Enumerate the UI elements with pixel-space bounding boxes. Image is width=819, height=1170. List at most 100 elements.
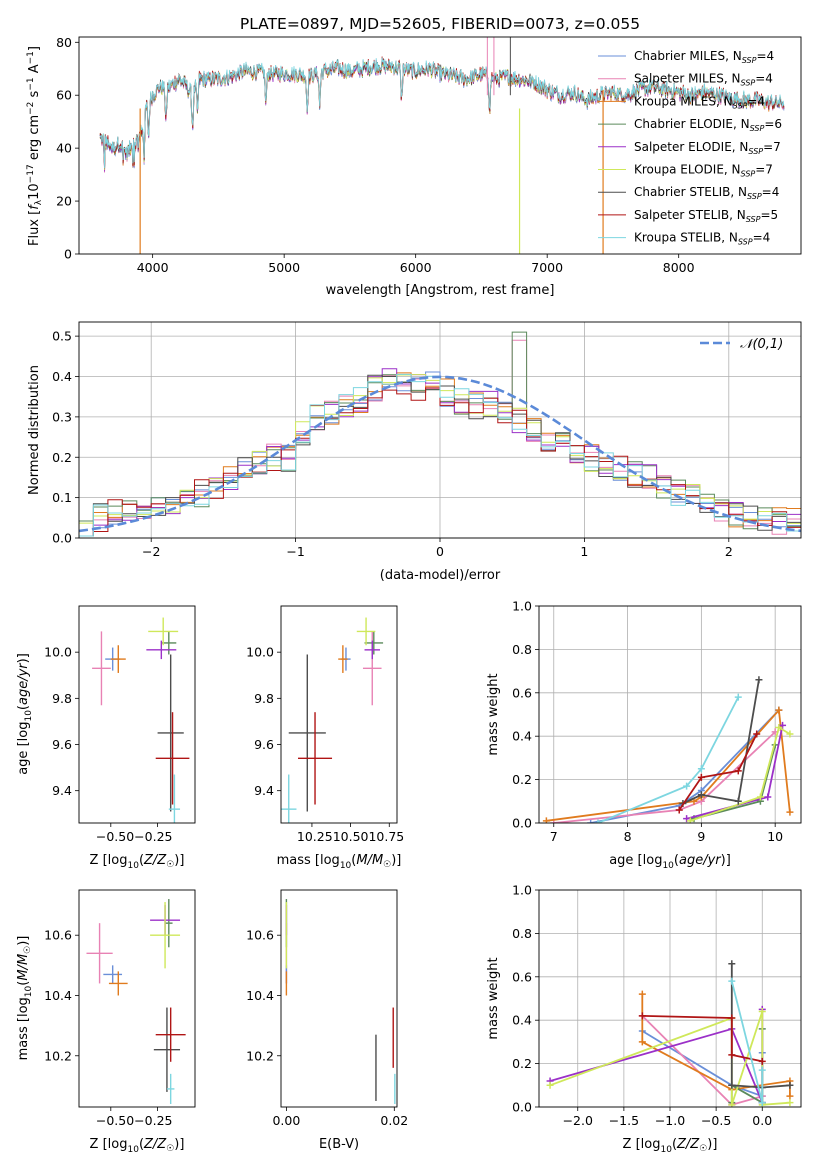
x-axis-label: age [log10(age/yr)]	[609, 853, 731, 871]
weight-marker	[786, 730, 794, 738]
y-tick-label: 9.6	[52, 737, 72, 752]
residual_hist-axes: −2 −1 0 1 2 0.0 0.1 0.2 0.3 0.4 0.5	[52, 322, 801, 559]
label-part: =4	[747, 94, 765, 108]
mass_vs_ebv-points	[285, 899, 396, 1104]
y-tick-label: 9.4	[254, 783, 274, 798]
mass_vs_Z-points	[86, 899, 186, 1104]
x-tick-label: −2.0	[563, 1113, 593, 1128]
label-part: )]	[391, 853, 401, 868]
label-part: λ	[34, 199, 44, 205]
label-part: age/yr	[16, 662, 31, 705]
weight-marker	[728, 977, 736, 985]
y-tick-label: 60	[56, 88, 72, 103]
weight-marker	[638, 990, 646, 998]
weight-series-chabrier-stelib	[682, 679, 760, 805]
weight-marker	[683, 815, 691, 823]
y-axis-label: mass weight	[486, 673, 501, 755]
weight-marker	[675, 806, 683, 814]
weight-marker	[786, 1092, 794, 1100]
label-part: SSP	[741, 170, 756, 179]
label-part: SSP	[747, 192, 762, 201]
weight-marker	[786, 808, 794, 816]
weight-marker	[755, 676, 763, 684]
legend-label: 𝒩(0,1)	[740, 337, 783, 352]
legend-label: Chabrier MILES, NSSP=4	[634, 49, 774, 65]
x-tick-label: 9	[697, 829, 705, 844]
y-tick-label: 0.8	[512, 642, 532, 657]
x-tick-label: 0.0	[752, 1113, 772, 1128]
weight-marker	[638, 1038, 646, 1046]
y-tick-label: 0.0	[512, 1100, 532, 1115]
label-part: SSP	[742, 56, 757, 65]
label-part: =7	[763, 140, 781, 154]
y-tick-label: 0.2	[512, 772, 532, 787]
spectrum-frame	[78, 36, 802, 255]
label-part: Z/Z	[143, 853, 167, 868]
weight_vs_Z-frame	[538, 889, 802, 1108]
legend-label: Salpeter MILES, NSSP=4	[634, 72, 773, 88]
label-part: (	[16, 981, 31, 986]
weight-marker	[756, 793, 764, 801]
weight-marker	[734, 767, 742, 775]
weight-marker	[786, 1081, 794, 1089]
y-tick-label: 10.0	[246, 645, 274, 660]
y-tick-label: 9.8	[254, 691, 274, 706]
age_vs_mass-points	[281, 617, 384, 823]
x-tick-label: 5000	[268, 260, 300, 275]
label-part: Kroupa STELIB, N	[634, 231, 738, 245]
label-part: (	[16, 705, 31, 710]
weight-marker	[758, 1008, 766, 1016]
label-part: −17	[26, 164, 36, 183]
weight-marker	[638, 1012, 646, 1020]
weight-marker	[734, 693, 742, 701]
weight-marker	[758, 1057, 766, 1065]
x-tick-label: 8	[624, 829, 632, 844]
label-part: SSP	[738, 238, 753, 247]
x-tick-label: 0.00	[272, 1113, 300, 1128]
x-axis-label: Z [log10(Z/Z☉)]	[90, 1137, 185, 1155]
weight-series-salpeter-stelib	[678, 733, 758, 811]
label-part: Z [log	[90, 853, 128, 868]
mass_vs_Z-frame	[78, 889, 196, 1108]
x-axis-label: wavelength [Angstrom, rest frame]	[326, 283, 555, 298]
label-part: SSP	[748, 147, 763, 156]
weight_vs_age-frame	[538, 605, 802, 824]
label-part: −2	[26, 102, 36, 115]
x-tick-label: 4000	[137, 260, 169, 275]
label-part: =7	[755, 163, 773, 177]
y-tick-label: 0.3	[52, 409, 72, 424]
label-part: )]	[16, 936, 31, 946]
y-axis-label: age [log10(age/yr)]	[16, 653, 34, 775]
y-tick-label: 0.6	[512, 685, 532, 700]
x-axis-label: (data-model)/error	[380, 568, 501, 583]
x-tick-label: 0	[436, 544, 444, 559]
weight-marker	[779, 721, 787, 729]
label-part: ☉	[166, 1144, 174, 1154]
y-tick-label: 9.8	[52, 691, 72, 706]
x-axis-label: E(B-V)	[319, 1137, 359, 1152]
weight-marker	[728, 1051, 736, 1059]
weight-series-kroupa-miles	[546, 708, 791, 822]
y-tick-label: 0.1	[52, 490, 72, 505]
weight-marker	[764, 793, 772, 801]
weight-marker	[686, 817, 694, 823]
label-part: Z/Z	[143, 1137, 167, 1152]
label-part: erg cm	[27, 115, 42, 164]
y-axis-label: Normed distribution	[27, 365, 42, 495]
x-tick-label: −1	[286, 544, 304, 559]
weight-marker	[758, 1066, 766, 1074]
label-part: (	[139, 1137, 144, 1152]
label-part: (	[674, 853, 679, 868]
weight-marker	[542, 817, 550, 823]
y-tick-label: 80	[56, 35, 72, 50]
weight_vs_age-lines	[542, 676, 794, 823]
label-part: −1	[26, 51, 36, 64]
y-tick-label: 10.0	[44, 645, 72, 660]
y-tick-label: 1.0	[512, 599, 532, 614]
x-tick-labels: −0.50−0.25	[96, 829, 173, 844]
mass_vs_ebv-frame	[280, 889, 398, 1108]
gaussian-curve	[79, 375, 801, 533]
weight-marker	[728, 960, 736, 968]
spectrum-series-kroupa-stelib	[99, 57, 785, 169]
